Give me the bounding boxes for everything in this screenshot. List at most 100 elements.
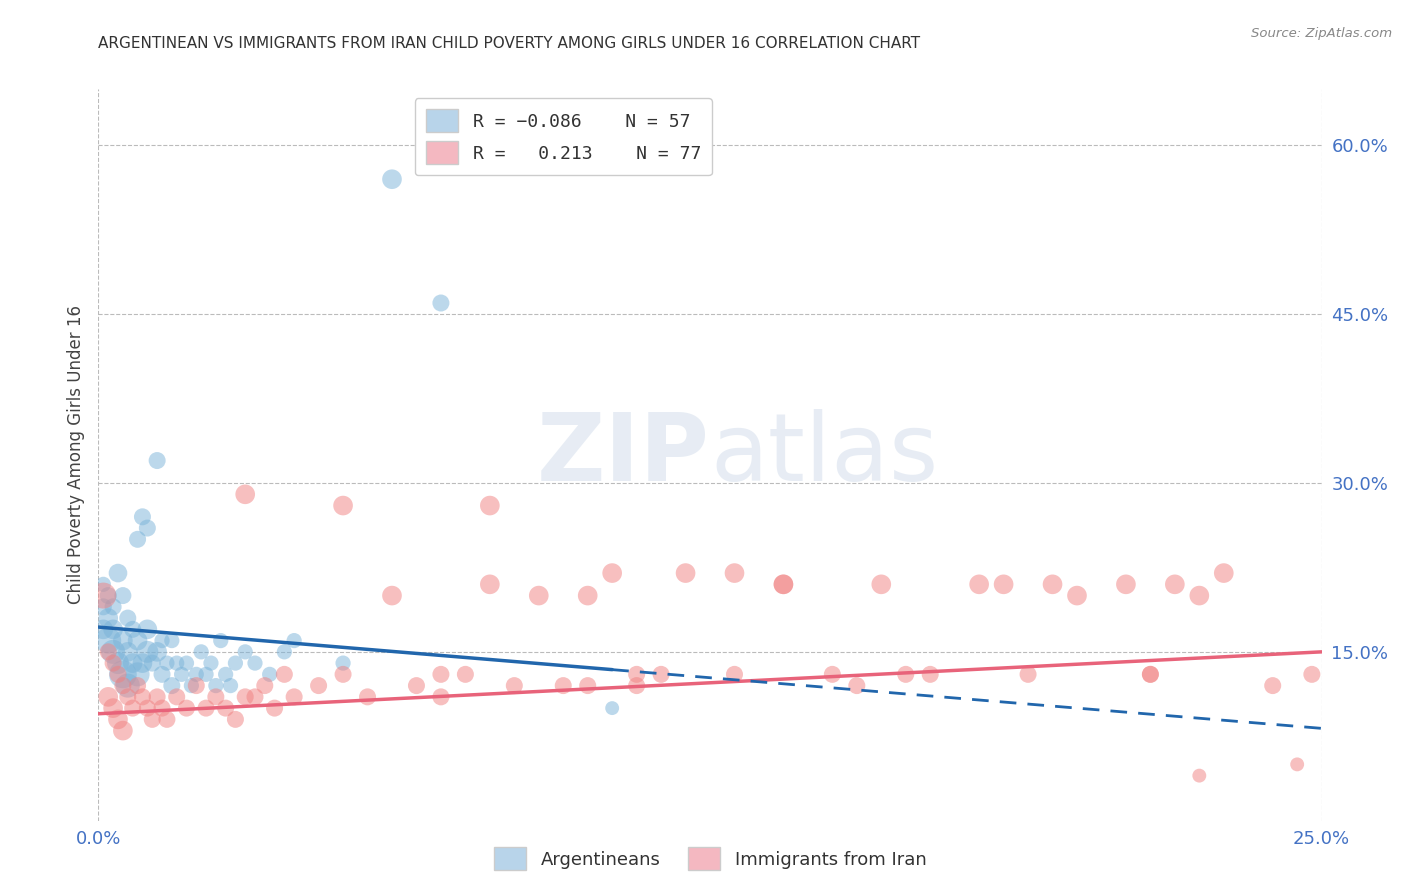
Text: ARGENTINEAN VS IMMIGRANTS FROM IRAN CHILD POVERTY AMONG GIRLS UNDER 16 CORRELATI: ARGENTINEAN VS IMMIGRANTS FROM IRAN CHIL… <box>98 36 921 51</box>
Point <box>195 701 218 715</box>
Point <box>430 667 453 681</box>
Point <box>150 633 173 648</box>
Point <box>870 577 893 591</box>
Point <box>127 633 149 648</box>
Point <box>91 589 114 603</box>
Point <box>253 679 276 693</box>
Point <box>111 723 134 738</box>
Point <box>170 667 193 681</box>
Point <box>650 667 672 681</box>
Point <box>127 667 149 681</box>
Point <box>430 296 453 310</box>
Point <box>273 645 295 659</box>
Point <box>111 679 134 693</box>
Point <box>214 701 236 715</box>
Point <box>121 656 143 670</box>
Text: ZIP: ZIP <box>537 409 710 501</box>
Point <box>576 679 599 693</box>
Point <box>243 690 266 704</box>
Point <box>136 623 159 637</box>
Point <box>478 577 501 591</box>
Point <box>111 633 134 648</box>
Point <box>233 487 256 501</box>
Point <box>160 633 183 648</box>
Point <box>131 656 153 670</box>
Point <box>166 656 188 670</box>
Point <box>600 566 623 580</box>
Point <box>405 679 427 693</box>
Point <box>675 566 697 580</box>
Point <box>478 499 501 513</box>
Point <box>527 589 550 603</box>
Point <box>1139 667 1161 681</box>
Point <box>97 611 120 625</box>
Point <box>723 667 745 681</box>
Point <box>117 611 139 625</box>
Point <box>430 690 453 704</box>
Point <box>186 679 208 693</box>
Point <box>993 577 1015 591</box>
Point <box>97 589 120 603</box>
Point <box>121 623 143 637</box>
Point <box>233 645 256 659</box>
Point <box>186 667 208 681</box>
Text: atlas: atlas <box>710 409 938 501</box>
Point <box>205 690 228 704</box>
Point <box>131 509 153 524</box>
Point <box>772 577 794 591</box>
Point <box>101 656 124 670</box>
Point <box>101 623 124 637</box>
Point <box>219 679 242 693</box>
Point <box>626 667 648 681</box>
Point <box>233 690 256 704</box>
Point <box>772 577 794 591</box>
Point <box>332 499 354 513</box>
Point <box>845 679 868 693</box>
Text: Source: ZipAtlas.com: Source: ZipAtlas.com <box>1251 27 1392 40</box>
Point <box>214 667 236 681</box>
Point <box>283 690 305 704</box>
Point <box>117 645 139 659</box>
Point <box>97 690 120 704</box>
Point <box>176 656 198 670</box>
Point <box>381 172 404 186</box>
Point <box>131 690 153 704</box>
Point <box>205 679 228 693</box>
Point <box>1139 667 1161 681</box>
Point <box>626 679 648 693</box>
Point <box>180 679 202 693</box>
Point <box>127 679 149 693</box>
Point <box>195 667 218 681</box>
Point <box>101 701 124 715</box>
Point <box>1286 757 1309 772</box>
Point <box>200 656 222 670</box>
Point <box>146 645 169 659</box>
Point <box>273 667 295 681</box>
Point <box>111 667 134 681</box>
Point <box>107 712 129 726</box>
Point <box>1212 566 1234 580</box>
Point <box>166 690 188 704</box>
Point <box>136 701 159 715</box>
Point <box>107 566 129 580</box>
Point <box>117 690 139 704</box>
Point <box>107 667 129 681</box>
Point <box>224 656 246 670</box>
Point <box>259 667 281 681</box>
Point <box>263 701 285 715</box>
Point <box>1042 577 1064 591</box>
Point <box>821 667 844 681</box>
Point <box>1261 679 1284 693</box>
Point <box>146 453 169 467</box>
Point <box>967 577 990 591</box>
Point <box>111 589 134 603</box>
Point <box>356 690 378 704</box>
Point <box>146 690 169 704</box>
Point <box>136 521 159 535</box>
Point <box>1017 667 1039 681</box>
Point <box>150 701 173 715</box>
Point <box>1115 577 1137 591</box>
Point <box>107 656 129 670</box>
Point <box>332 656 354 670</box>
Point <box>381 589 404 603</box>
